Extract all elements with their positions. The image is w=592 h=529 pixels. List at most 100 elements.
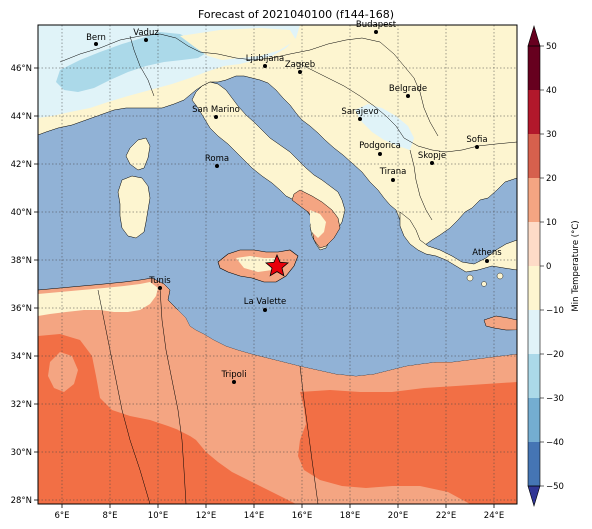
colorbar-min-arrow xyxy=(527,485,541,508)
city-label-roma: Roma xyxy=(205,154,229,164)
city-label-podgorica: Podgorica xyxy=(359,141,401,151)
colorbar-segment xyxy=(528,46,540,90)
axis-ticks xyxy=(34,67,495,508)
x-tick-label: 14°E xyxy=(244,511,264,521)
x-tick-label: 12°E xyxy=(196,511,216,521)
city-dot-ljubljana xyxy=(263,64,267,68)
alps-cold-east xyxy=(180,28,296,60)
y-tick-label: 40°N xyxy=(11,208,32,218)
y-tick-label: 34°N xyxy=(11,352,32,362)
land-corsica xyxy=(125,137,151,171)
city-dot-zagreb xyxy=(298,70,302,74)
colorbar-tick-label: −20 xyxy=(546,350,564,360)
y-tick-label: 44°N xyxy=(11,112,32,122)
land-italy-inner xyxy=(310,210,326,238)
x-tick-label: 18°E xyxy=(340,511,360,521)
x-tick-label: 24°E xyxy=(484,511,504,521)
map-title: Forecast of 2021040100 (f144-168) xyxy=(197,8,395,21)
island xyxy=(481,281,487,287)
city-label-zagreb: Zagreb xyxy=(285,60,315,70)
city-label-bern: Bern xyxy=(86,33,106,43)
land-sardinia xyxy=(117,175,151,239)
colorbar-segment xyxy=(528,354,540,398)
colorbar-tick-label: 10 xyxy=(546,218,557,228)
colorbar-segment xyxy=(528,178,540,222)
city-dot-podgorica xyxy=(378,152,382,156)
city-dot-la-valette xyxy=(263,308,267,312)
colorbar-ticks xyxy=(540,45,544,487)
city-dot-tripoli xyxy=(232,380,236,384)
colorbar-segment xyxy=(528,398,540,442)
city-dot-sofia xyxy=(475,145,479,149)
colorbar-segment xyxy=(528,310,540,354)
x-tick-labels: 6°E 8°E 10°E 12°E 14°E 16°E 18°E 20°E 22… xyxy=(54,511,504,521)
x-tick-label: 6°E xyxy=(54,511,69,521)
city-label-la-valette: La Valette xyxy=(244,297,287,307)
colorbar-tick-label: −10 xyxy=(546,306,564,316)
x-tick-label: 22°E xyxy=(436,511,456,521)
colorbar-segment xyxy=(528,442,540,486)
city-dot-budapest xyxy=(374,30,378,34)
colorbar-tick-label: 0 xyxy=(546,262,551,272)
balkan-cold xyxy=(355,104,414,150)
colorbar: 50 40 30 20 10 0 −10 −20 −30 −40 −50 Min… xyxy=(527,24,581,508)
city-label-sofia: Sofia xyxy=(466,135,487,145)
city-label-tunis: Tunis xyxy=(148,276,171,286)
colorbar-label: Min Temperature (°C) xyxy=(571,220,581,311)
colorbar-tick-label: 40 xyxy=(546,86,557,96)
island xyxy=(466,274,474,282)
x-tick-label: 10°E xyxy=(148,511,168,521)
city-markers xyxy=(94,30,489,384)
colorbar-segment xyxy=(528,222,540,266)
colorbar-tick-label: 50 xyxy=(546,42,557,52)
colorbar-max-arrow xyxy=(527,24,541,47)
star-marker-icon xyxy=(264,253,290,277)
map-frame xyxy=(37,24,518,505)
land-africa-hot-east xyxy=(298,382,517,504)
city-label-athens: Athens xyxy=(472,248,502,258)
map-area xyxy=(38,25,517,504)
city-dot-athens xyxy=(485,259,489,263)
city-label-belgrade: Belgrade xyxy=(389,84,427,94)
city-label-skopje: Skopje xyxy=(418,151,446,161)
city-label-sarajevo: Sarajevo xyxy=(341,107,378,117)
city-dot-belgrade xyxy=(406,94,410,98)
colorbar-segment xyxy=(528,90,540,134)
y-tick-label: 30°N xyxy=(11,448,32,458)
y-tick-label: 42°N xyxy=(11,160,32,170)
y-tick-labels: 46°N 44°N 42°N 40°N 38°N 36°N 34°N 32°N … xyxy=(11,64,32,506)
city-dot-roma xyxy=(215,164,219,168)
land-crete xyxy=(483,315,517,331)
x-tick-label: 8°E xyxy=(102,511,117,521)
city-dot-tirana xyxy=(391,178,395,182)
land-africa-warm-patch xyxy=(48,352,78,392)
island xyxy=(496,272,504,280)
city-dot-san-marino xyxy=(214,115,218,119)
colorbar-tick-label: −30 xyxy=(546,394,564,404)
city-dot-tunis xyxy=(158,286,162,290)
y-tick-label: 36°N xyxy=(11,304,32,314)
colorbar-tick-label: −50 xyxy=(546,482,564,492)
colorbar-tick-label: 20 xyxy=(546,174,557,184)
city-label-san-marino: San Marino xyxy=(192,105,240,115)
y-tick-label: 38°N xyxy=(11,256,32,266)
land-greece xyxy=(399,211,517,273)
y-tick-label: 46°N xyxy=(11,64,32,74)
alps-colder xyxy=(56,32,208,92)
colorbar-tick-label: 30 xyxy=(546,130,557,140)
country-borders xyxy=(59,33,517,504)
colorbar-segment xyxy=(528,134,540,178)
colorbar-tick-label: −40 xyxy=(546,438,564,448)
colorbar-segments xyxy=(528,46,540,486)
city-label-tripoli: Tripoli xyxy=(220,370,246,380)
x-tick-label: 16°E xyxy=(292,511,312,521)
colorbar-segment xyxy=(528,266,540,310)
city-dot-bern xyxy=(94,42,98,46)
x-tick-label: 20°E xyxy=(388,511,408,521)
city-dot-sarajevo xyxy=(358,117,362,121)
city-label-vaduz: Vaduz xyxy=(133,28,159,38)
city-dot-skopje xyxy=(430,161,434,165)
land-africa-hot xyxy=(38,334,296,504)
city-label-tirana: Tirana xyxy=(379,167,407,177)
